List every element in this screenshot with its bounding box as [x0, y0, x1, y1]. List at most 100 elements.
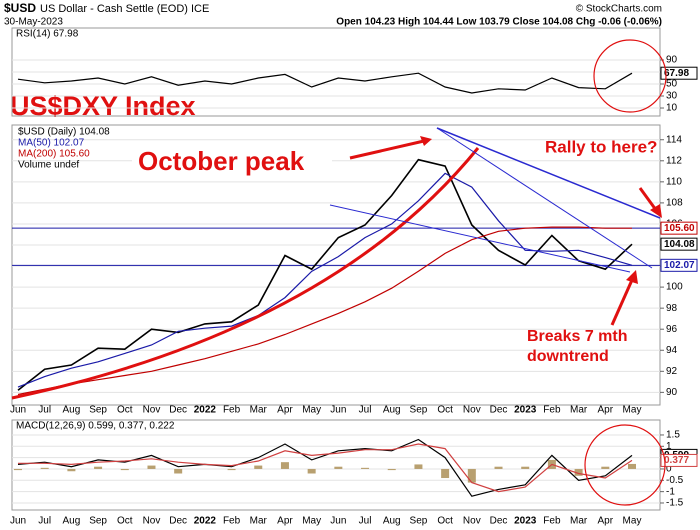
- y-tick-label: 96: [666, 324, 678, 335]
- x-tick-label: May: [623, 516, 642, 527]
- y-tick-label: 110: [666, 176, 682, 187]
- end-label: 67.98: [664, 68, 689, 79]
- y-tick-label: -1: [666, 486, 675, 497]
- panel-frame: [11, 419, 661, 511]
- y-tick-label: 108: [666, 198, 683, 209]
- series-line: [17, 438, 633, 497]
- end-label-box: [660, 66, 698, 80]
- histogram-bar: [147, 465, 156, 469]
- end-label: 104.08: [664, 239, 695, 250]
- series-line: [17, 226, 632, 396]
- x-tick-label: Nov: [463, 405, 481, 416]
- y-tick-label: 90: [666, 387, 678, 398]
- histogram-bar: [361, 467, 370, 469]
- x-tick-label: Dec: [169, 516, 187, 527]
- histogram-bar: [467, 468, 476, 483]
- end-label-box: [660, 221, 698, 235]
- histogram-bar: [67, 468, 76, 472]
- x-tick-label: Apr: [277, 405, 293, 416]
- date: 30-May-2023: [4, 17, 63, 28]
- end-label: 102.07: [664, 260, 695, 271]
- instrument-name: US Dollar - Cash Settle (EOD) ICE: [40, 3, 209, 15]
- x-tick-label: Jul: [38, 405, 51, 416]
- y-tick-label: 114: [666, 134, 682, 145]
- trend-line: [329, 204, 631, 273]
- x-tick-label: Feb: [543, 516, 561, 527]
- x-tick-label: 2023: [514, 516, 537, 527]
- series-line: [18, 443, 633, 493]
- quote: Open 104.23 High 104.44 Low 103.79 Close…: [336, 17, 662, 28]
- x-tick-label: Nov: [143, 405, 161, 416]
- series-line: [17, 158, 633, 391]
- arrow: [610, 279, 634, 326]
- x-tick-label: Aug: [383, 405, 401, 416]
- histogram-bar: [254, 465, 263, 469]
- x-tick-label: Sep: [410, 405, 428, 416]
- y-tick-label: 1.5: [666, 430, 680, 441]
- x-tick-label: 2023: [514, 405, 537, 416]
- trend-line: [436, 127, 653, 269]
- histogram-bar: [280, 462, 289, 469]
- x-tick-label: Feb: [543, 405, 561, 416]
- x-tick-label: Nov: [143, 516, 161, 527]
- end-label: 105.60: [664, 223, 695, 234]
- histogram-bar: [40, 467, 49, 469]
- x-tick-label: Oct: [437, 516, 453, 527]
- y-tick-label: -0.5: [666, 475, 684, 486]
- x-tick-label: Apr: [598, 405, 614, 416]
- arrow-head: [650, 204, 662, 218]
- x-tick-label: May: [623, 405, 642, 416]
- y-tick-label: 100: [666, 282, 683, 293]
- series-line: [17, 172, 633, 388]
- annotation: Breaks 7 mth: [527, 328, 628, 345]
- trend-curve: [11, 147, 480, 400]
- y-tick-label: 90: [666, 55, 678, 66]
- x-tick-label: Sep: [410, 516, 428, 527]
- histogram-bar: [94, 466, 103, 469]
- x-tick-label: Jul: [359, 516, 372, 527]
- x-tick-label: Mar: [250, 516, 268, 527]
- x-tick-label: Mar: [250, 405, 268, 416]
- histogram-bar: [174, 468, 183, 474]
- arrow-head: [420, 136, 432, 146]
- x-tick-label: Dec: [169, 405, 187, 416]
- y-tick-label: 92: [666, 366, 678, 377]
- histogram-bar: [14, 468, 22, 471]
- y-tick-label: 94: [666, 345, 678, 356]
- end-label-box: [660, 237, 698, 251]
- x-tick-label: Oct: [117, 516, 133, 527]
- series-line: [17, 72, 633, 94]
- x-tick-label: Jun: [10, 516, 26, 527]
- x-tick-label: Feb: [223, 516, 241, 527]
- histogram-bar: [334, 466, 343, 469]
- legend-entry: MA(50) 102.07: [18, 138, 85, 149]
- x-tick-label: Nov: [463, 516, 481, 527]
- x-tick-label: Jul: [359, 405, 372, 416]
- x-tick-label: Oct: [117, 405, 133, 416]
- x-tick-label: Apr: [277, 516, 293, 527]
- histogram-bar: [521, 466, 530, 469]
- x-tick-label: Mar: [570, 405, 588, 416]
- y-tick-label: -1.5: [666, 498, 684, 509]
- end-label-box: [660, 258, 698, 272]
- histogram-bar: [601, 466, 610, 469]
- overlay: [11, 39, 667, 506]
- histogram-bar: [227, 468, 236, 471]
- y-tick-label: 10: [666, 103, 678, 114]
- panel-title: MACD(12,26,9) 0.599, 0.377, 0.222: [16, 421, 175, 432]
- source: © StockCharts.com: [576, 4, 662, 15]
- highlight-circle: [584, 424, 666, 506]
- trend-line: [436, 127, 661, 219]
- legend-entry: MA(200) 105.60: [18, 149, 90, 160]
- y-tick-label: 1: [666, 441, 672, 452]
- y-tick-label: 0: [666, 464, 672, 475]
- x-tick-label: Sep: [89, 405, 107, 416]
- histogram-bar: [387, 468, 396, 471]
- panels: 9092949698100102104106108110112114JunJul…: [10, 27, 698, 527]
- x-tick-label: May: [302, 405, 321, 416]
- x-tick-label: Jun: [10, 405, 26, 416]
- histogram-bar: [414, 464, 423, 469]
- histogram-bar: [441, 468, 450, 479]
- y-tick-label: 112: [666, 155, 682, 166]
